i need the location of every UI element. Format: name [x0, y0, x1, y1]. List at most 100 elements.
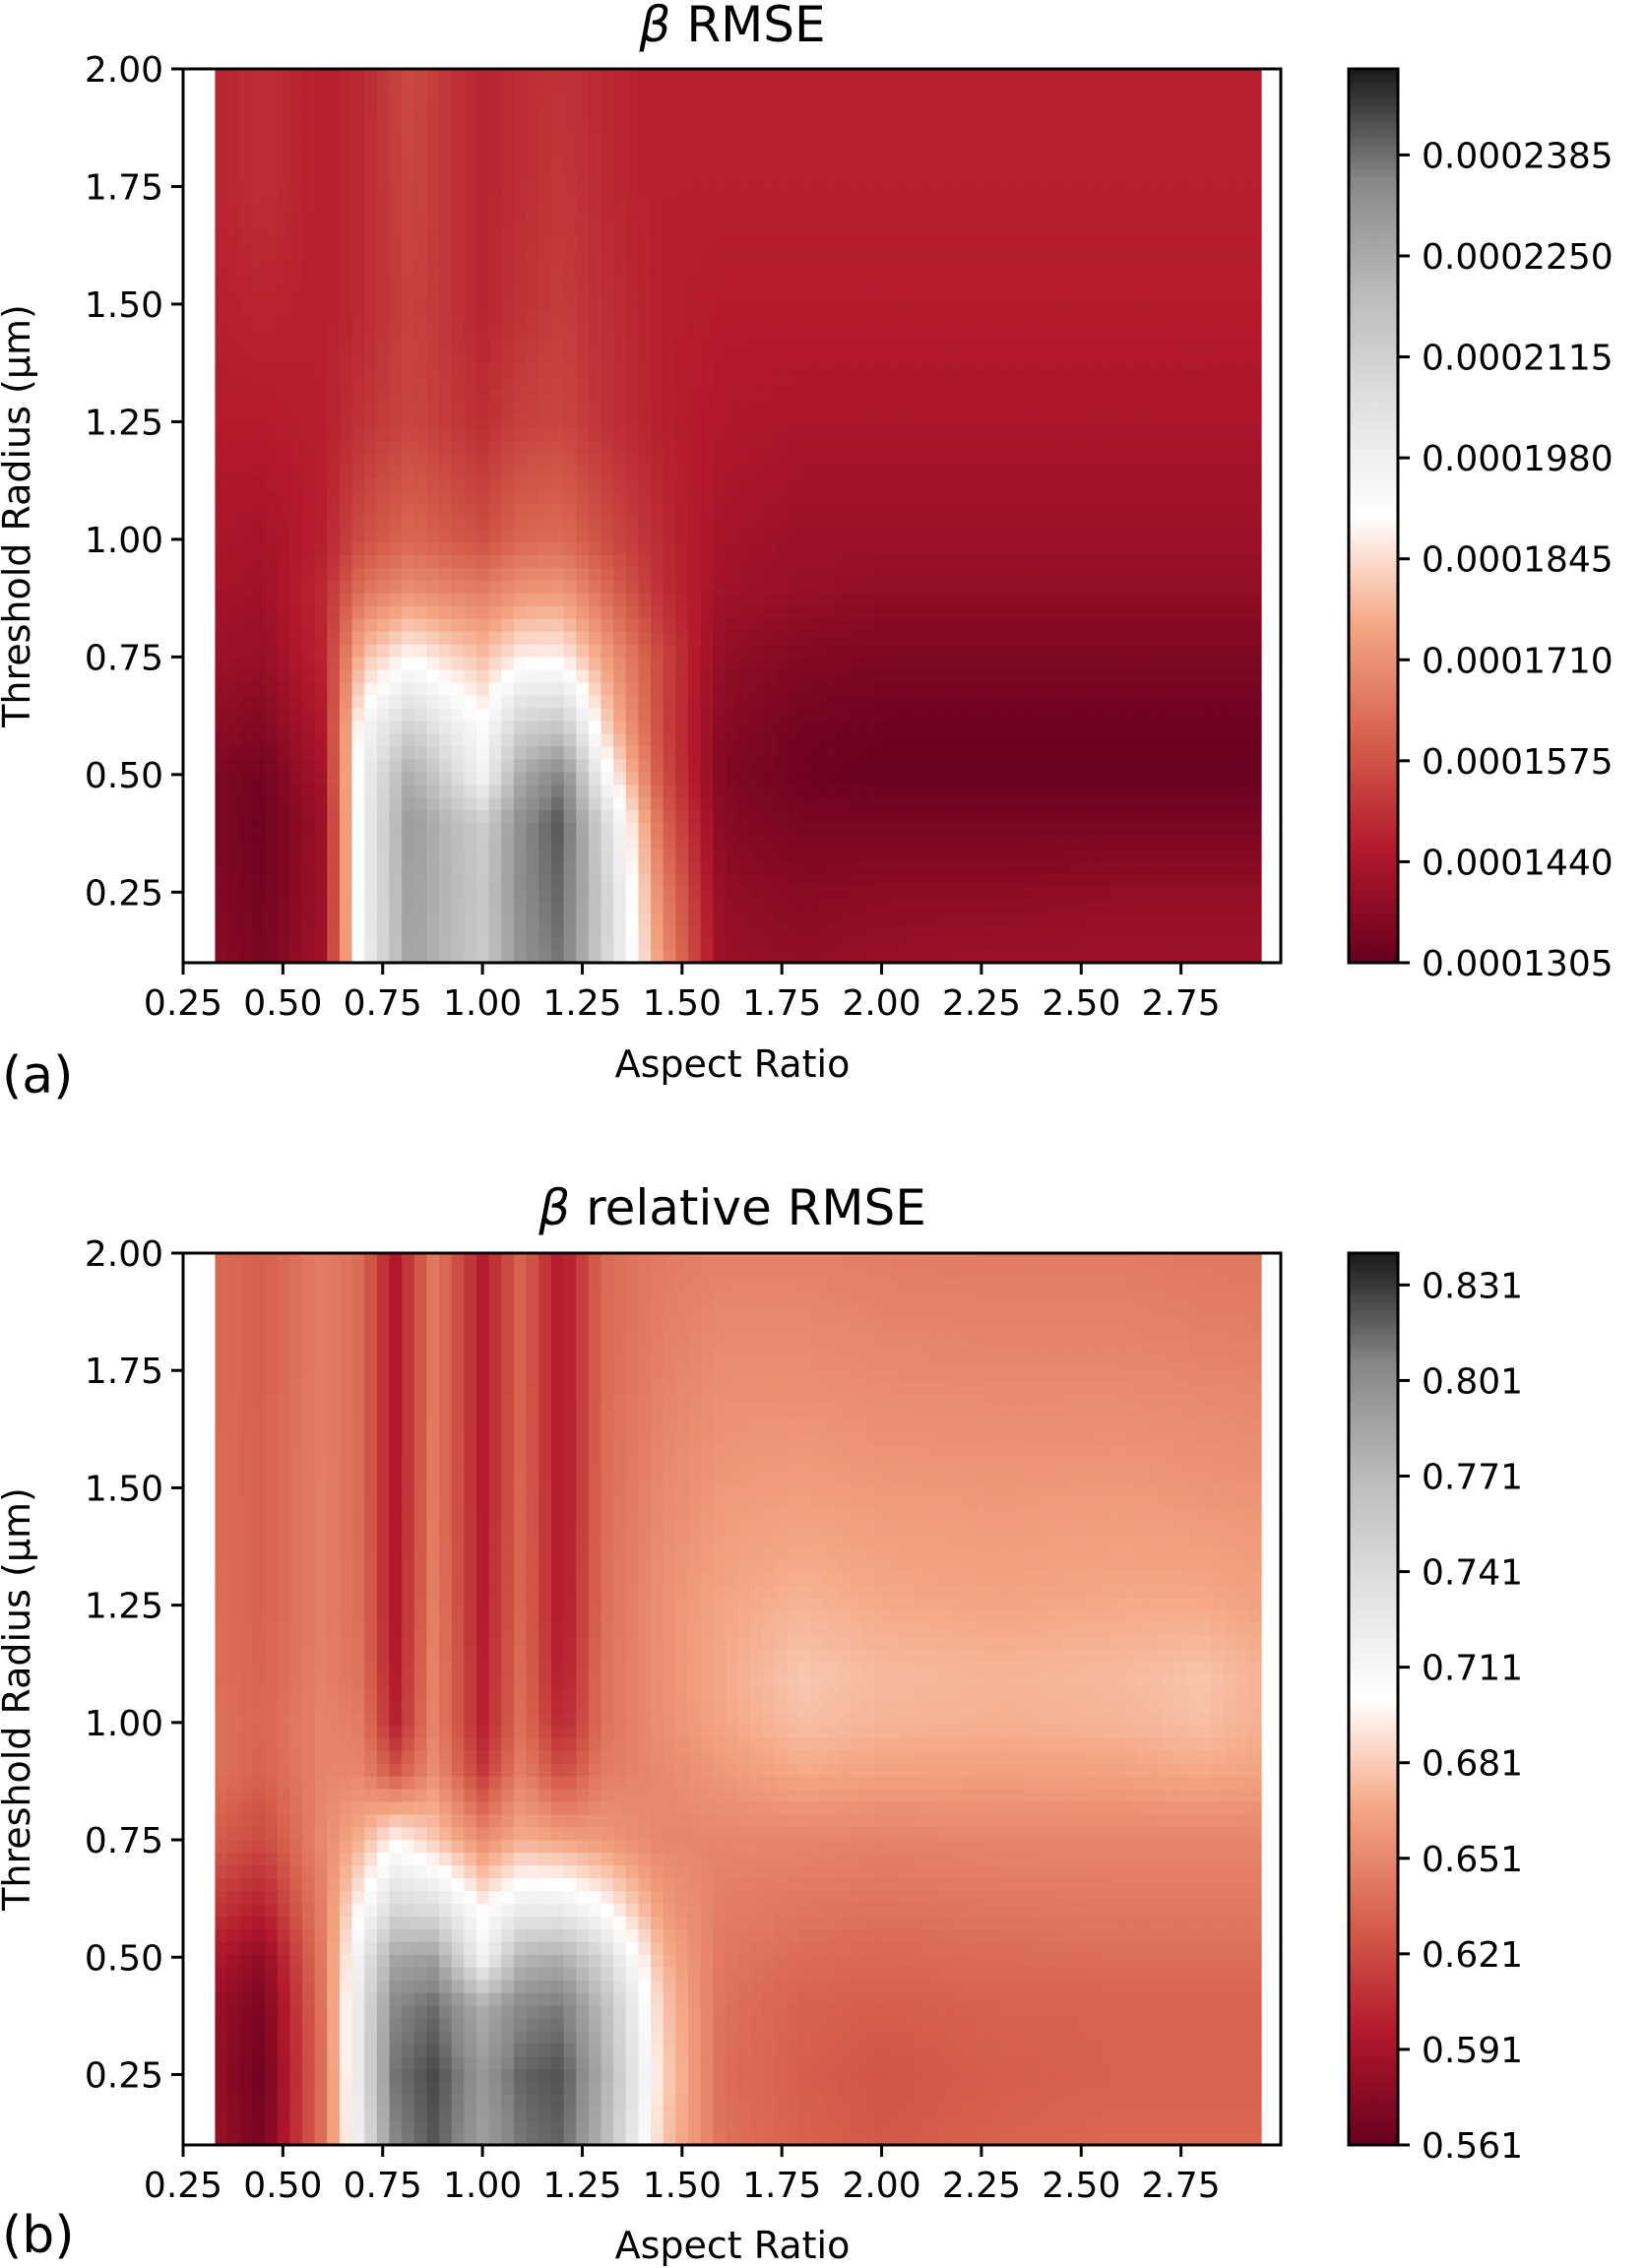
heatmap-cell	[227, 528, 241, 542]
heatmap-cell	[327, 732, 341, 747]
heatmap-cell	[364, 247, 378, 262]
heatmap-cell	[501, 388, 515, 403]
heatmap-cell	[999, 848, 1013, 862]
heatmap-cell	[1248, 694, 1262, 709]
heatmap-cell	[439, 503, 453, 517]
heatmap-cell	[1061, 234, 1075, 249]
heatmap-cell	[1099, 413, 1112, 428]
heatmap-cell	[327, 516, 341, 530]
heatmap-cell	[413, 388, 428, 403]
heatmap-cell	[227, 630, 241, 645]
heatmap-cell	[1123, 656, 1138, 670]
heatmap-cell	[252, 221, 266, 236]
heatmap-cell	[750, 822, 764, 837]
heatmap-cell	[501, 937, 515, 951]
heatmap-cell	[837, 401, 852, 415]
heatmap-cell	[700, 540, 715, 555]
heatmap-cell	[999, 796, 1013, 811]
heatmap-cell	[1248, 950, 1262, 964]
heatmap-cell	[1161, 720, 1175, 734]
heatmap-cell	[788, 273, 801, 287]
heatmap-cell	[476, 221, 490, 236]
heatmap-cell	[1074, 388, 1088, 403]
heatmap-cell	[700, 311, 715, 326]
heatmap-cell	[277, 937, 291, 951]
heatmap-cell	[725, 873, 739, 888]
heatmap-cell	[887, 516, 901, 530]
heatmap-cell	[1099, 311, 1112, 326]
heatmap-cell	[949, 720, 964, 734]
heatmap-cell	[949, 758, 964, 773]
heatmap-cell	[265, 490, 279, 504]
heatmap-cell	[874, 247, 889, 262]
heatmap-cell	[563, 656, 578, 670]
heatmap-cell	[239, 848, 254, 862]
heatmap-cell	[651, 848, 665, 862]
heatmap-cell	[413, 566, 428, 581]
heatmap-cell	[874, 950, 889, 964]
heatmap-cell	[339, 604, 353, 619]
heatmap-cell	[737, 796, 752, 811]
heatmap-cell	[402, 835, 415, 850]
heatmap-cell	[576, 860, 590, 875]
heatmap-cell	[1223, 592, 1237, 606]
heatmap-cell	[265, 362, 279, 377]
heatmap-cell	[252, 937, 266, 951]
heatmap-cell	[239, 516, 254, 530]
heatmap-cell	[376, 771, 391, 786]
heatmap-cell	[986, 426, 1001, 441]
heatmap-cell	[899, 260, 914, 275]
heatmap-cell	[1173, 694, 1187, 709]
heatmap-cell	[887, 426, 901, 441]
heatmap-cell	[252, 950, 266, 964]
heatmap-cell	[327, 566, 341, 581]
heatmap-cell	[700, 362, 715, 377]
heatmap-cell	[1223, 349, 1237, 364]
heatmap-cell	[1198, 784, 1213, 798]
heatmap-cell	[252, 809, 266, 824]
heatmap-cell	[862, 285, 876, 300]
heatmap-cell	[700, 771, 715, 786]
heatmap-cell	[750, 311, 764, 326]
heatmap-cell	[239, 732, 254, 747]
heatmap-cell	[986, 477, 1001, 491]
heatmap-cell	[252, 566, 266, 581]
heatmap-cell	[924, 592, 938, 606]
heatmap-cell	[351, 912, 366, 925]
heatmap-cell	[538, 298, 552, 313]
heatmap-cell	[986, 745, 1001, 760]
heatmap-cell	[588, 209, 602, 223]
heatmap-cell	[301, 937, 316, 951]
heatmap-cell	[601, 707, 615, 722]
heatmap-cell	[1223, 617, 1237, 632]
heatmap-cell	[314, 426, 329, 441]
heatmap-cell	[700, 553, 715, 568]
heatmap-cell	[339, 656, 353, 670]
heatmap-cell	[625, 848, 640, 862]
heatmap-cell	[887, 362, 901, 377]
heatmap-cell	[663, 426, 677, 441]
heatmap-cell	[215, 528, 228, 542]
heatmap-cell	[1223, 234, 1237, 249]
heatmap-cell	[1161, 835, 1175, 850]
heatmap-cell	[986, 912, 1001, 925]
heatmap-cell	[949, 324, 964, 339]
heatmap-cell	[625, 796, 640, 811]
heatmap-cell	[725, 604, 739, 619]
heatmap-cell	[675, 924, 689, 938]
heatmap-cell	[464, 490, 477, 504]
heatmap-cell	[339, 311, 353, 326]
heatmap-cell	[1185, 899, 1200, 914]
heatmap-cell	[563, 950, 578, 964]
heatmap-cell	[314, 656, 329, 670]
heatmap-cell	[526, 388, 540, 403]
heatmap-cell	[775, 553, 790, 568]
heatmap-cell	[289, 388, 303, 403]
heatmap-cell	[476, 209, 490, 223]
heatmap-cell	[1037, 745, 1050, 760]
heatmap-cell	[825, 912, 839, 925]
heatmap-cell	[936, 477, 951, 491]
heatmap-cell	[837, 579, 852, 594]
heatmap-cell	[1048, 477, 1063, 491]
heatmap-cell	[563, 465, 578, 478]
